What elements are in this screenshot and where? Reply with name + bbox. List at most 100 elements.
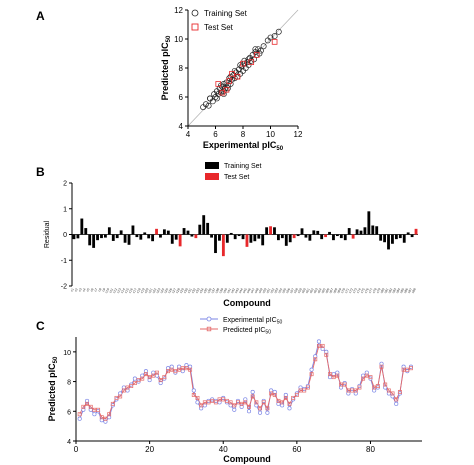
- legend-test-swatch: [205, 173, 219, 180]
- predicted-point: [265, 406, 270, 411]
- training-residual-bar: [265, 227, 269, 235]
- panel-letter-a: A: [36, 9, 45, 23]
- x-tick-label: 6: [213, 130, 218, 139]
- test-point: [223, 86, 230, 93]
- residual-x-axis-label: Compound: [223, 298, 271, 308]
- x-tick-label: 4: [186, 130, 191, 139]
- training-residual-bar: [367, 211, 371, 235]
- compound-tick-label: c83: [391, 287, 397, 294]
- predicted-point: [258, 406, 262, 411]
- compound-tick-label: c50: [261, 287, 267, 294]
- experimental-point: [287, 406, 292, 411]
- panel-letter-c: C: [36, 319, 45, 333]
- compound-tick-label: c58: [293, 287, 299, 294]
- training-residual-bar: [406, 232, 410, 235]
- compound-tick-label: c79: [375, 287, 381, 294]
- training-residual-bar: [80, 218, 84, 235]
- experimental-point: [195, 400, 200, 405]
- training-residual-bar: [394, 234, 398, 240]
- training-point: [220, 80, 227, 87]
- compound-tick-label: c40: [222, 287, 228, 294]
- predicted-point: [121, 388, 126, 393]
- training-residual-bar: [300, 228, 304, 235]
- x-tick-label: 60: [292, 445, 301, 454]
- predicted-point: [177, 367, 182, 372]
- compound-tick-label: c14: [120, 287, 126, 294]
- training-residual-bar: [218, 234, 221, 241]
- training-point: [252, 46, 259, 53]
- test-point: [229, 71, 235, 77]
- predicted-point: [375, 384, 380, 388]
- predicted-point: [180, 366, 185, 371]
- experimental-point: [257, 410, 263, 415]
- predicted-point: [335, 373, 340, 378]
- compound-tick-label: c33: [195, 287, 201, 294]
- legend-test-label: Test Set: [224, 174, 249, 181]
- training-residual-bar: [261, 234, 265, 246]
- compound-tick-label: c45: [242, 287, 248, 294]
- training-residual-bar: [308, 234, 312, 241]
- predicted-point: [129, 384, 134, 388]
- training-residual-bar: [162, 229, 166, 235]
- predicted-series-line: [79, 345, 412, 420]
- predicted-point: [166, 369, 170, 374]
- training-residual-bar: [257, 234, 261, 239]
- training-residual-bar: [210, 234, 213, 238]
- predicted-point: [195, 395, 200, 400]
- x-tick-label: 8: [241, 130, 246, 139]
- predicted-point: [125, 385, 130, 390]
- training-residual-bar: [127, 234, 131, 245]
- compound-tick-label: c80: [379, 287, 385, 294]
- y-tick-label: -1: [61, 258, 67, 265]
- compound-tick-label: c86: [403, 287, 409, 294]
- predicted-point: [217, 397, 222, 402]
- compound-tick-label: c7: [93, 287, 98, 292]
- predicted-point: [232, 403, 237, 408]
- scatter-axes: 4 6 8 10 12 4 6 8 10 12: [174, 6, 303, 139]
- predicted-point: [405, 367, 410, 372]
- compound-tick-label: c42: [230, 287, 236, 294]
- predicted-point: [107, 412, 112, 417]
- legend-experimental-label: Experimental pIC50: [223, 317, 282, 326]
- experimental-point: [191, 388, 196, 393]
- test-point: [253, 52, 260, 58]
- predicted-point: [291, 395, 296, 400]
- training-residual-bar: [296, 234, 300, 237]
- training-residual-bar: [237, 234, 241, 237]
- training-point: [260, 43, 267, 50]
- training-residual-bar: [96, 234, 99, 241]
- predicted-point: [155, 370, 159, 375]
- scatter-plot-a: 4 6 8 10 12 4 6 8 10 12 Training Set Test Set Exp…: [160, 6, 303, 152]
- training-residual-bar: [371, 225, 375, 235]
- compound-tick-label: c21: [147, 287, 153, 294]
- test-residual-bar: [351, 234, 355, 239]
- predicted-point: [213, 400, 218, 405]
- legend-predicted-label: Predicted pIC50: [223, 327, 271, 336]
- legend-training-marker: [191, 9, 199, 17]
- x-tick-label: 20: [145, 445, 154, 454]
- experimental-point: [77, 416, 82, 421]
- compound-tick-label: c20: [144, 287, 150, 294]
- compound-tick-label: c8: [97, 287, 102, 292]
- training-point: [271, 33, 278, 40]
- training-residual-bar: [233, 234, 237, 240]
- predicted-point: [309, 372, 314, 377]
- compound-tick-label: c60: [301, 287, 307, 294]
- training-residual-bar: [72, 234, 76, 240]
- predicted-point: [143, 372, 148, 377]
- training-residual-bar: [335, 234, 339, 237]
- training-point: [200, 104, 207, 111]
- compound-tick-label: c1: [70, 287, 75, 292]
- training-residual-bar: [273, 227, 276, 235]
- predicted-point: [353, 388, 358, 393]
- training-residual-bar: [332, 234, 335, 241]
- y-tick-label: 4: [179, 122, 184, 131]
- predicted-point: [397, 390, 402, 394]
- predicted-point: [383, 382, 388, 387]
- training-point: [241, 57, 248, 64]
- x-tick-label: 40: [219, 445, 228, 454]
- line-x-axis-label: Compound: [223, 454, 271, 464]
- training-point: [224, 85, 231, 92]
- training-residual-bar: [123, 234, 127, 243]
- compound-tick-label: c24: [159, 287, 165, 294]
